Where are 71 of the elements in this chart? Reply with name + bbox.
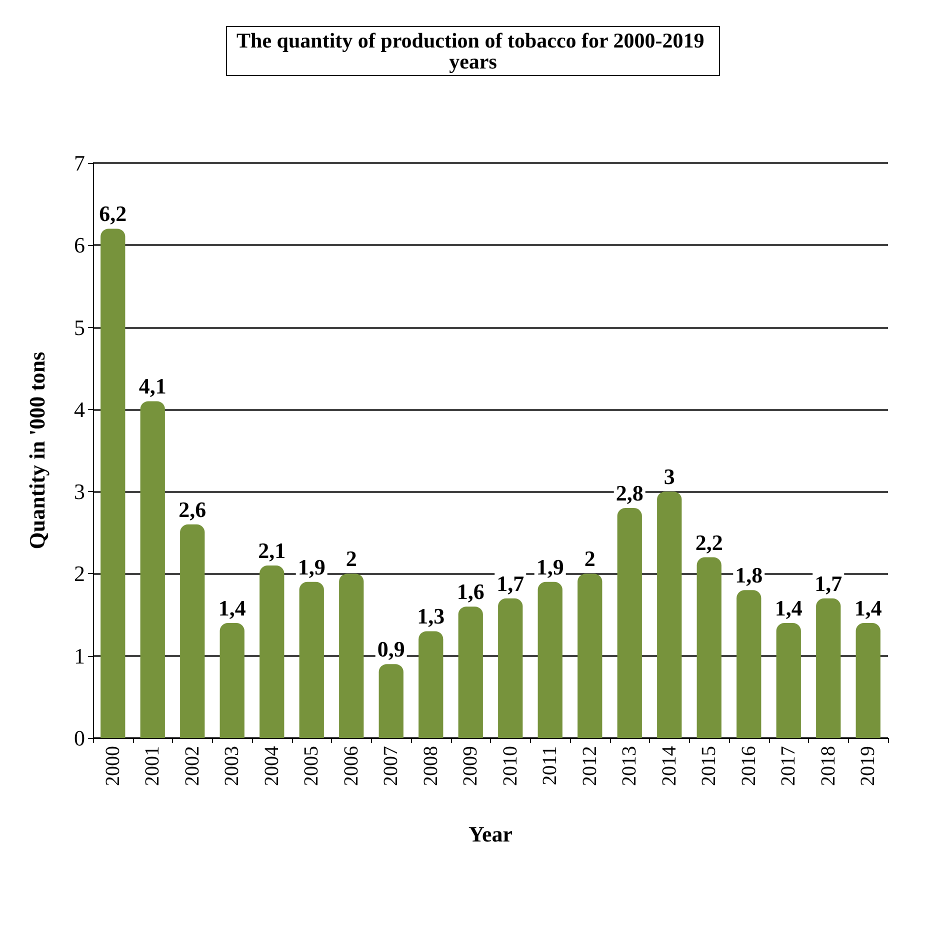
y-tick-label: 7	[74, 150, 85, 176]
bar	[657, 492, 682, 738]
data-label: 1,3	[417, 604, 445, 629]
y-axis-title: Quantity in '000 tons	[24, 351, 50, 550]
data-label: 2	[584, 546, 596, 572]
data-label: 4,1	[138, 374, 166, 399]
x-tick-label: 2005	[300, 746, 323, 786]
bar	[260, 566, 284, 738]
bar	[418, 631, 444, 738]
data-label: 1,9	[536, 554, 564, 580]
x-tick-label: 2012	[578, 746, 601, 786]
x-tick-label: 2011	[539, 746, 562, 786]
data-label: 1,9	[298, 554, 326, 580]
y-tick-label: 2	[74, 561, 85, 586]
x-axis-title: Year	[468, 822, 513, 846]
data-label: 3	[664, 464, 675, 490]
bar	[220, 623, 244, 738]
x-tick-label: 2010	[499, 746, 522, 786]
x-tick-label: 2019	[857, 746, 880, 786]
x-tick-label: 2003	[221, 746, 244, 786]
bar	[378, 664, 404, 738]
data-label: 2,6	[178, 496, 206, 522]
bar	[299, 582, 324, 738]
x-tick-label: 2014	[658, 746, 680, 786]
bar	[180, 524, 205, 738]
y-tick-label: 1	[74, 643, 85, 668]
data-label: 1,4	[854, 596, 882, 620]
x-tick-label: 2004	[260, 746, 283, 786]
x-tick-label: 2009	[460, 746, 482, 786]
y-tick-label: 0	[74, 726, 85, 750]
y-tick-label: 5	[74, 314, 85, 340]
data-label: 2,2	[695, 530, 723, 555]
y-tick-label: 6	[74, 232, 85, 258]
data-label: 1,8	[735, 562, 763, 588]
data-label: 1,7	[496, 570, 524, 596]
x-tick-label: 2015	[698, 746, 720, 786]
y-tick-label: 3	[74, 479, 85, 504]
data-label: 1,4	[218, 596, 246, 620]
data-label: 2,1	[258, 538, 286, 563]
x-tick-label: 2002	[181, 746, 204, 786]
bar	[776, 623, 801, 738]
bar	[816, 598, 841, 738]
bar	[578, 574, 602, 738]
data-label: 6,2	[99, 201, 127, 226]
data-label: 1,6	[456, 579, 484, 604]
data-label: 1,7	[814, 570, 842, 596]
bar	[140, 401, 165, 738]
x-tick-label: 2000	[102, 746, 124, 786]
x-tick-label: 2008	[420, 746, 442, 786]
bar	[696, 557, 722, 738]
x-tick-label: 2013	[618, 746, 641, 786]
bar	[856, 623, 880, 738]
x-tick-label: 2016	[738, 746, 760, 786]
x-tick-label: 2007	[380, 746, 402, 786]
bar	[100, 228, 126, 738]
bar	[458, 606, 483, 738]
bar	[498, 598, 523, 738]
bar	[617, 508, 642, 738]
x-tick-label: 2006	[340, 746, 362, 786]
bar	[339, 574, 364, 738]
data-label: 2,8	[616, 480, 644, 506]
data-label: 2	[346, 546, 357, 572]
chart-title: The quantity of production of tobacco for 2000-2019 years	[236, 28, 710, 74]
data-label: 0,9	[377, 636, 405, 662]
x-tick-label: 2001	[142, 746, 164, 786]
data-label: 1,4	[774, 596, 802, 620]
x-tick-label: 2018	[817, 746, 840, 786]
bar	[538, 582, 562, 738]
bar	[736, 590, 762, 738]
y-tick-label: 4	[74, 396, 85, 422]
x-tick-label: 2017	[778, 746, 800, 786]
